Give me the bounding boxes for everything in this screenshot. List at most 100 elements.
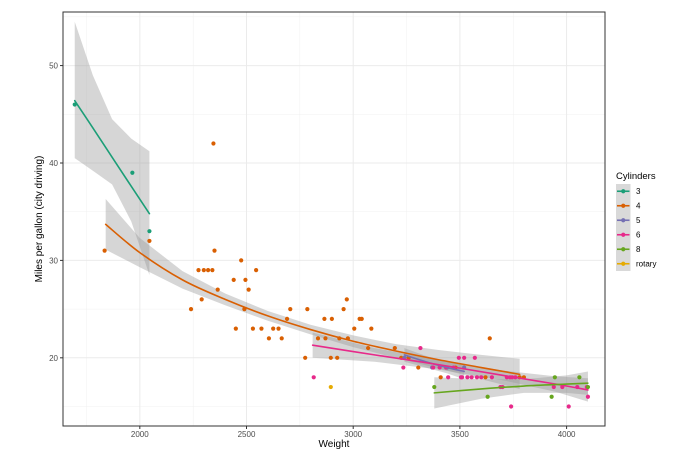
data-point-4 bbox=[147, 238, 152, 244]
data-point-4 bbox=[102, 248, 107, 253]
data-point-4 bbox=[369, 326, 374, 331]
data-point-4 bbox=[239, 258, 244, 263]
data-point-4 bbox=[341, 307, 346, 312]
data-point-6 bbox=[489, 375, 495, 380]
data-point-8 bbox=[577, 375, 582, 380]
data-point-4 bbox=[231, 277, 236, 282]
legend-key-point-5 bbox=[621, 218, 626, 223]
plot-panel-border bbox=[62, 11, 606, 427]
x-axis-title: Weight bbox=[319, 439, 350, 450]
data-point-6 bbox=[418, 345, 423, 351]
data-point-6 bbox=[401, 365, 406, 370]
data-point-6 bbox=[474, 375, 480, 380]
data-point-4 bbox=[250, 326, 256, 331]
confidence-band-8 bbox=[434, 371, 588, 409]
legend-title: Cylinders bbox=[616, 171, 656, 182]
data-point-4 bbox=[323, 336, 328, 341]
legend-item-8: 8 bbox=[616, 242, 641, 257]
data-point-4 bbox=[284, 316, 290, 321]
data-point-6 bbox=[462, 355, 467, 360]
data-point-4 bbox=[276, 326, 281, 331]
data-point-3 bbox=[147, 229, 152, 234]
data-point-4 bbox=[315, 336, 321, 341]
data-point-4 bbox=[305, 307, 310, 312]
y-axis-title: Miles per gallon (city driving) bbox=[34, 156, 45, 283]
data-point-4 bbox=[359, 316, 364, 321]
data-point-4 bbox=[279, 336, 284, 341]
legend-item-4: 4 bbox=[616, 198, 641, 213]
fit-lines bbox=[73, 99, 589, 394]
data-point-4 bbox=[243, 277, 248, 282]
data-point-8 bbox=[552, 375, 557, 380]
data-point-4 bbox=[416, 365, 421, 370]
data-point-4 bbox=[206, 268, 211, 273]
data-point-4 bbox=[212, 248, 217, 253]
data-point-4 bbox=[199, 297, 204, 302]
data-point-4 bbox=[188, 307, 194, 312]
legend-item-3: 3 bbox=[616, 184, 641, 199]
data-point-4 bbox=[288, 307, 293, 312]
data-point-4 bbox=[483, 375, 488, 380]
y-tick-label: 20 bbox=[49, 354, 58, 363]
data-point-6 bbox=[469, 375, 474, 380]
confidence-band-3 bbox=[74, 21, 150, 276]
confidence-band-4 bbox=[105, 199, 520, 389]
data-point-6 bbox=[551, 384, 556, 390]
data-point-4 bbox=[352, 326, 357, 331]
data-point-4 bbox=[366, 345, 371, 351]
data-point-6 bbox=[479, 375, 484, 380]
data-point-6 bbox=[465, 375, 470, 380]
data-point-6 bbox=[509, 404, 514, 409]
data-point-4 bbox=[266, 336, 272, 341]
data-point-8 bbox=[549, 394, 554, 399]
legend: Cylinders 3 4 5 6 8 rotary bbox=[616, 171, 656, 271]
legend-item-rotary: rotary bbox=[616, 256, 656, 271]
data-point-8 bbox=[432, 384, 437, 390]
y-tick-label: 40 bbox=[49, 159, 58, 168]
data-point-4 bbox=[335, 355, 340, 360]
fit-line-4 bbox=[104, 223, 521, 376]
data-point-6 bbox=[585, 394, 591, 399]
legend-item-6: 6 bbox=[616, 227, 641, 242]
legend-label-rotary: rotary bbox=[636, 260, 656, 269]
data-point-6 bbox=[566, 404, 571, 409]
legend-label-8: 8 bbox=[636, 245, 641, 254]
x-tick-label: 3500 bbox=[451, 430, 469, 439]
data-point-4 bbox=[344, 297, 349, 302]
data-point-4 bbox=[215, 287, 220, 292]
fit-line-8 bbox=[433, 382, 589, 394]
x-axis: 2000 2500 3000 3500 4000 bbox=[131, 426, 576, 439]
legend-label-3: 3 bbox=[636, 187, 641, 196]
legend-item-5: 5 bbox=[616, 213, 641, 228]
data-point-4 bbox=[438, 375, 443, 380]
y-tick-label: 30 bbox=[49, 256, 58, 265]
grid bbox=[63, 12, 605, 426]
x-tick-label: 3000 bbox=[344, 430, 362, 439]
x-tick-label: 2500 bbox=[238, 430, 256, 439]
data-point-6 bbox=[311, 375, 316, 380]
legend-key-point-rotary bbox=[621, 261, 626, 266]
data-point-4 bbox=[328, 355, 333, 360]
data-point-4 bbox=[210, 268, 215, 273]
data-point-4 bbox=[392, 345, 397, 351]
legend-label-5: 5 bbox=[636, 216, 641, 225]
data-point-4 bbox=[211, 141, 216, 146]
legend-key-point-3 bbox=[621, 189, 626, 194]
data-point-6 bbox=[446, 375, 451, 380]
legend-label-6: 6 bbox=[636, 231, 641, 240]
y-axis: 20 30 40 50 bbox=[49, 62, 63, 363]
legend-key-point-6 bbox=[621, 232, 626, 237]
data-point-rotary bbox=[328, 384, 333, 390]
data-point-4 bbox=[487, 336, 492, 341]
data-point-4 bbox=[254, 268, 259, 273]
data-point-8 bbox=[585, 384, 591, 390]
data-point-4 bbox=[259, 326, 264, 331]
data-point-8 bbox=[485, 394, 490, 399]
data-point-4 bbox=[201, 268, 206, 273]
data-point-4 bbox=[329, 316, 334, 321]
fit-line-3 bbox=[73, 99, 151, 215]
data-point-4 bbox=[322, 316, 327, 321]
legend-label-4: 4 bbox=[636, 202, 641, 211]
x-tick-label: 4000 bbox=[558, 430, 576, 439]
